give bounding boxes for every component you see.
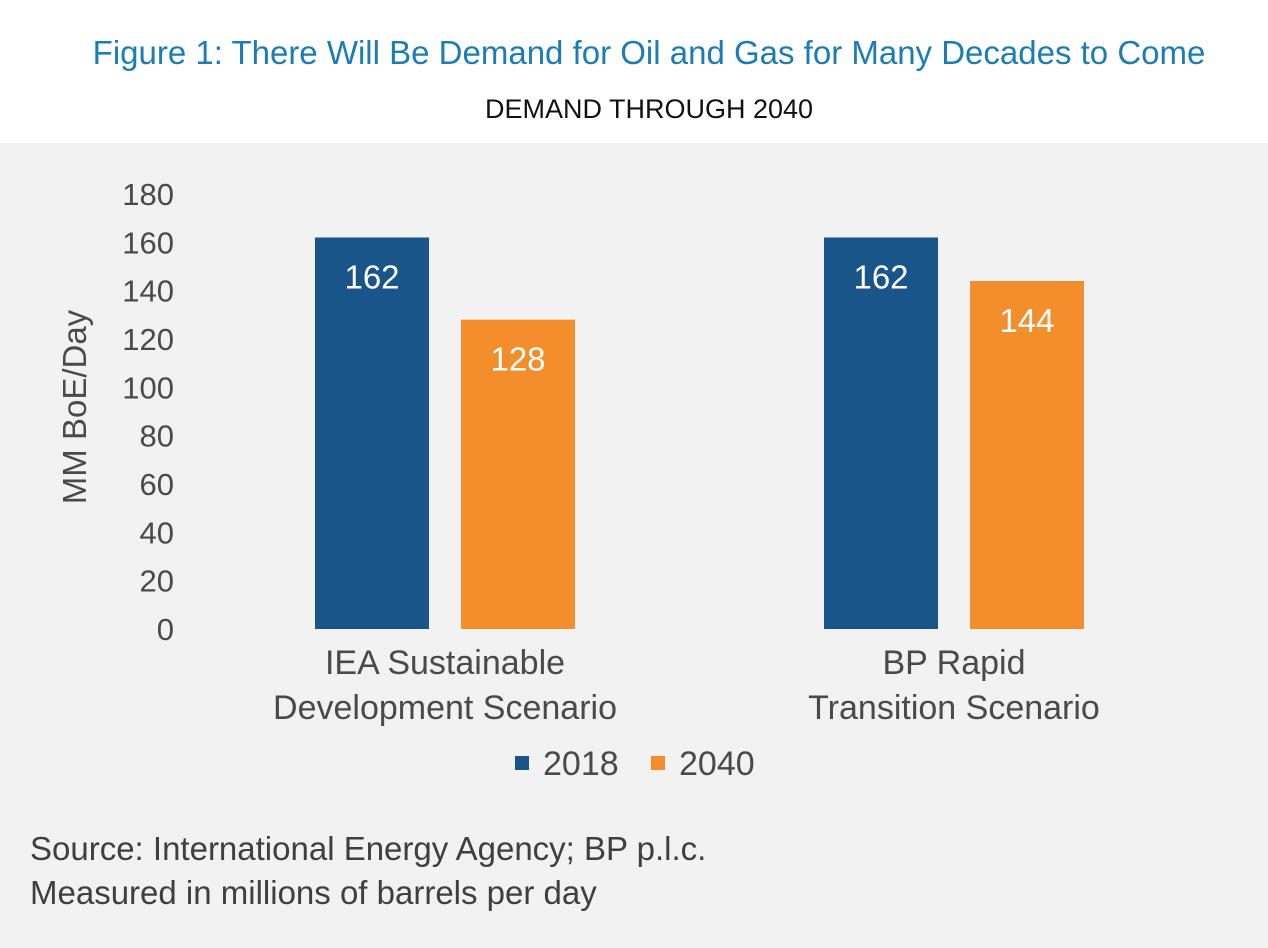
bar-2018-1 <box>315 237 429 629</box>
y-tick-label: 0 <box>157 612 174 647</box>
y-tick-label: 120 <box>122 322 174 357</box>
chart-subtitle: DEMAND THROUGH 2040 <box>484 94 814 124</box>
y-tick-label: 60 <box>140 467 174 502</box>
y-tick-label: 140 <box>122 274 174 309</box>
y-tick-label: 40 <box>140 515 174 550</box>
y-tick-label: 80 <box>140 419 174 454</box>
legend-label: 2018 <box>543 745 619 783</box>
y-tick-label: 20 <box>140 564 174 599</box>
data-label: 162 <box>853 259 908 296</box>
bar-2018-2 <box>824 237 938 629</box>
data-label: 128 <box>490 341 545 378</box>
category-label: Transition Scenario <box>808 689 1100 727</box>
category-label: IEA Sustainable <box>325 644 565 682</box>
category-label: Development Scenario <box>273 689 617 727</box>
legend-swatch-2040 <box>651 756 665 770</box>
category-label: BP Rapid <box>882 644 1025 682</box>
y-tick-label: 100 <box>122 370 174 405</box>
measure-note: Measured in millions of barrels per day <box>30 874 597 911</box>
bar-2040-2 <box>970 281 1084 629</box>
legend-swatch-2018 <box>515 756 529 770</box>
y-tick-label: 160 <box>122 225 174 260</box>
bar-2040-1 <box>461 319 575 629</box>
data-label: 144 <box>999 302 1054 339</box>
data-label: 162 <box>344 259 399 296</box>
legend-label: 2040 <box>679 745 755 783</box>
y-tick-label: 180 <box>122 177 174 212</box>
source-line: Source: International Energy Agency; BP … <box>30 830 707 867</box>
figure-title: Figure 1: There Will Be Demand for Oil a… <box>92 34 1206 71</box>
y-axis-label: MM BoE/Day <box>56 309 93 504</box>
